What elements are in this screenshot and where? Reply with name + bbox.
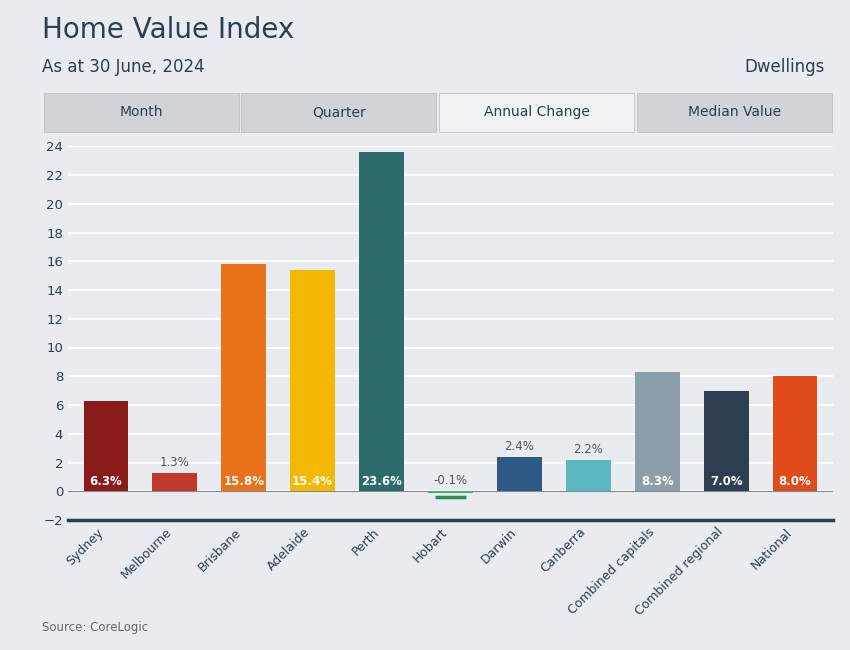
- Text: 15.4%: 15.4%: [292, 475, 333, 488]
- Bar: [221, 264, 266, 491]
- Text: 2.4%: 2.4%: [505, 440, 535, 453]
- Bar: [290, 270, 335, 491]
- Text: 6.3%: 6.3%: [89, 475, 122, 488]
- Text: 8.3%: 8.3%: [641, 475, 674, 488]
- Text: Home Value Index: Home Value Index: [42, 16, 295, 44]
- Text: As at 30 June, 2024: As at 30 June, 2024: [42, 58, 205, 77]
- Text: Month: Month: [120, 105, 163, 120]
- Bar: [83, 400, 128, 491]
- Text: 15.8%: 15.8%: [224, 475, 264, 488]
- Text: -0.1%: -0.1%: [434, 474, 468, 487]
- Text: 2.2%: 2.2%: [574, 443, 603, 456]
- Text: Median Value: Median Value: [688, 105, 781, 120]
- Bar: [704, 391, 749, 491]
- Text: 1.3%: 1.3%: [160, 456, 190, 469]
- Text: 23.6%: 23.6%: [361, 475, 402, 488]
- Text: Source: CoreLogic: Source: CoreLogic: [42, 621, 149, 634]
- Text: 8.0%: 8.0%: [779, 475, 812, 488]
- Text: Quarter: Quarter: [312, 105, 366, 120]
- Text: Dwellings: Dwellings: [744, 58, 824, 77]
- Text: Annual Change: Annual Change: [484, 105, 590, 120]
- Text: 7.0%: 7.0%: [710, 475, 743, 488]
- Bar: [566, 460, 611, 491]
- Bar: [773, 376, 818, 491]
- Bar: [152, 473, 197, 491]
- Bar: [428, 491, 473, 493]
- Bar: [635, 372, 680, 491]
- Bar: [497, 457, 541, 491]
- Bar: [360, 152, 404, 491]
